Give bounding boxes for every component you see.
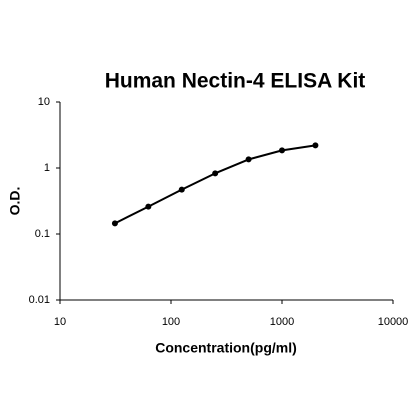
x-tick-label: 100 bbox=[162, 316, 180, 328]
data-point bbox=[312, 142, 319, 149]
x-axis-label: Concentration(pg/ml) bbox=[155, 340, 297, 356]
series-line bbox=[114, 144, 316, 225]
y-tick-label: 10 bbox=[38, 96, 50, 108]
x-tick-label: 10 bbox=[54, 316, 66, 328]
x-tick-label: 10000 bbox=[378, 316, 409, 328]
y-axis-label: O.D. bbox=[7, 187, 23, 216]
y-tick-label: 1 bbox=[44, 162, 50, 174]
data-point bbox=[212, 170, 219, 177]
data-point bbox=[245, 156, 252, 163]
y-tick-label: 0.01 bbox=[29, 294, 50, 306]
data-point bbox=[111, 220, 118, 227]
data-point bbox=[279, 147, 285, 154]
chart-title: Human Nectin-4 ELISA Kit bbox=[105, 70, 366, 93]
y-tick-label: 0.1 bbox=[35, 228, 50, 240]
x-tick-label: 1000 bbox=[270, 316, 294, 328]
data-point bbox=[145, 203, 152, 210]
data-point bbox=[178, 186, 185, 193]
